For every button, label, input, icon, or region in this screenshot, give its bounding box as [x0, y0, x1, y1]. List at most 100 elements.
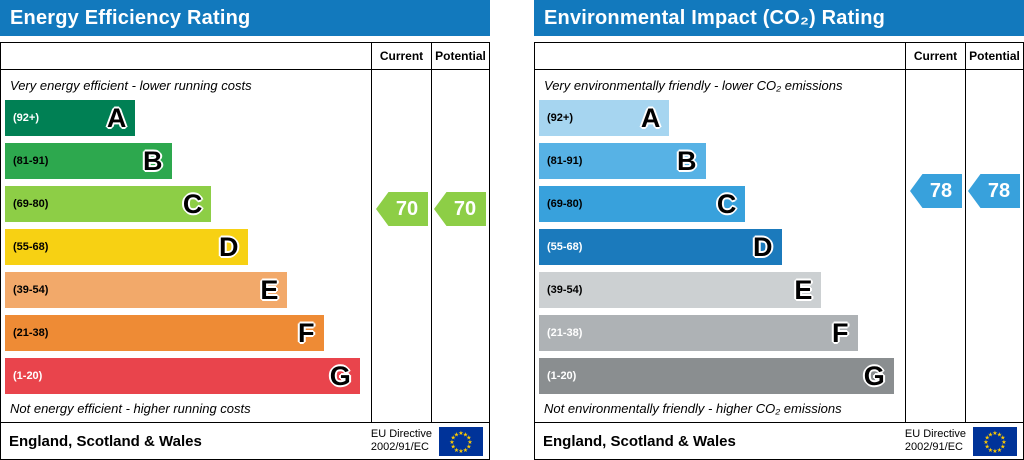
energy-columns-header: Current Potential: [1, 43, 489, 70]
energy-band-d: (55-68) D: [5, 229, 248, 265]
energy-band-d-letter: D: [219, 232, 239, 262]
energy-directive-label: EU Directive 2002/91/EC: [370, 427, 432, 453]
svg-text:★: ★: [466, 434, 471, 441]
co2-region-label: England, Scotland & Wales: [543, 432, 736, 450]
svg-text:★: ★: [985, 443, 990, 450]
svg-text:★: ★: [985, 434, 990, 441]
svg-text:★: ★: [997, 446, 1002, 453]
co2-top-note: Very environmentally friendly - lower CO…: [544, 77, 843, 93]
energy-band-b-range: (81-91): [13, 155, 49, 167]
co2-potential-column-header: Potential: [965, 43, 1023, 69]
co2-band-d-letter: D: [753, 232, 773, 262]
co2-band-f-letter: F: [832, 318, 849, 348]
eu-flag-icon: ★ ★★ ★★★ ★★★ ★★★: [973, 426, 1017, 456]
co2-band-d-range: (55-68): [547, 241, 583, 253]
co2-band-d: (55-68) D: [539, 229, 782, 265]
co2-band-f-range: (21-38): [547, 327, 583, 339]
co2-current-column: 78: [905, 70, 965, 422]
energy-band-g-range: (1-20): [13, 370, 43, 382]
co2-band-e: (39-54) E: [539, 272, 822, 308]
co2-footer: England, Scotland & Wales EU Directive 2…: [535, 422, 1023, 459]
energy-band-g: (1-20) G: [5, 358, 360, 394]
co2-band-a-range: (92+): [547, 112, 573, 124]
energy-current-column-header: Current: [371, 43, 431, 69]
svg-text:★: ★: [992, 448, 997, 455]
energy-band-e-letter: E: [260, 275, 279, 305]
energy-band-c-letter: C: [182, 189, 203, 219]
co2-band-e-letter: E: [794, 275, 813, 305]
svg-text:★: ★: [466, 443, 471, 450]
svg-text:★: ★: [988, 431, 993, 438]
co2-chart-title: Environmental Impact (CO₂) Rating: [544, 6, 886, 29]
energy-band-a: (92+) A: [5, 100, 136, 136]
energy-potential-value: 70: [453, 197, 477, 220]
co2-band-g-letter: G: [863, 361, 885, 391]
energy-current-value: 70: [395, 197, 419, 220]
svg-text:★: ★: [454, 431, 459, 438]
svg-text:★: ★: [451, 443, 456, 450]
energy-band-b: (81-91) B: [5, 143, 172, 179]
energy-footer: England, Scotland & Wales EU Directive 2…: [1, 422, 489, 459]
svg-text:★: ★: [451, 434, 456, 441]
eu-flag-icon: ★ ★★ ★★★ ★★★ ★★★: [439, 426, 483, 456]
energy-band-g-letter: G: [329, 361, 351, 391]
co2-band-c-range: (69-80): [547, 198, 583, 210]
svg-text:★: ★: [463, 446, 468, 453]
co2-band-e-range: (39-54): [547, 284, 583, 296]
energy-columns-spacer: [1, 43, 371, 69]
energy-top-note: Very energy efficient - lower running co…: [10, 77, 252, 93]
co2-columns-header: Current Potential: [535, 43, 1023, 70]
svg-text:★: ★: [1001, 439, 1006, 446]
svg-text:★: ★: [988, 446, 993, 453]
co2-columns-spacer: [535, 43, 905, 69]
energy-title-bar: Energy Efficiency Rating: [0, 0, 490, 36]
svg-text:★: ★: [463, 431, 468, 438]
energy-potential-rating-arrow: 70: [434, 192, 486, 226]
energy-band-a-range: (92+): [13, 112, 39, 124]
svg-text:★: ★: [454, 446, 459, 453]
co2-chart-body: Very environmentally friendly - lower CO…: [535, 70, 1023, 422]
co2-band-a-letter: A: [640, 103, 661, 133]
co2-band-f: (21-38) F: [539, 315, 858, 351]
energy-potential-column: 70: [431, 70, 489, 422]
co2-band-b-range: (81-91): [547, 155, 583, 167]
energy-chart-body: Very energy efficient - lower running co…: [1, 70, 489, 422]
energy-band-f-range: (21-38): [13, 327, 49, 339]
svg-text:★: ★: [467, 439, 472, 446]
energy-band-b-letter: B: [143, 146, 163, 176]
co2-bands-area: Very environmentally friendly - lower CO…: [535, 70, 905, 422]
co2-band-g: (1-20) G: [539, 358, 894, 394]
co2-directive-label: EU Directive 2002/91/EC: [904, 427, 966, 453]
energy-potential-column-header: Potential: [431, 43, 489, 69]
energy-band-e-range: (39-54): [13, 284, 49, 296]
co2-current-column-header: Current: [905, 43, 965, 69]
svg-text:★: ★: [1000, 443, 1005, 450]
energy-current-rating-arrow: 70: [376, 192, 428, 226]
co2-chart-table: Current Potential Very environmentally f…: [534, 42, 1024, 460]
environmental-impact-chart: Environmental Impact (CO₂) Rating Curren…: [534, 0, 1024, 460]
co2-potential-value: 78: [987, 179, 1011, 202]
energy-bands-area: Very energy efficient - lower running co…: [1, 70, 371, 422]
co2-band-c: (69-80) C: [539, 186, 746, 222]
energy-band-e: (39-54) E: [5, 272, 288, 308]
co2-band-c-letter: C: [716, 189, 737, 219]
energy-bottom-note: Not energy efficient - higher running co…: [10, 400, 251, 416]
energy-chart-title: Energy Efficiency Rating: [10, 6, 251, 29]
co2-bottom-note: Not environmentally friendly - higher CO…: [544, 400, 842, 416]
energy-chart-table: Current Potential Very energy efficient …: [0, 42, 490, 460]
energy-band-f: (21-38) F: [5, 315, 324, 351]
svg-text:★: ★: [997, 431, 1002, 438]
energy-current-column: 70: [371, 70, 431, 422]
co2-potential-rating-arrow: 78: [968, 174, 1020, 208]
co2-potential-column: 78: [965, 70, 1023, 422]
co2-current-value: 78: [929, 179, 953, 202]
svg-text:★: ★: [458, 430, 463, 437]
co2-band-b: (81-91) B: [539, 143, 706, 179]
energy-efficiency-chart: Energy Efficiency Rating Current Potenti…: [0, 0, 490, 460]
energy-band-c-range: (69-80): [13, 198, 49, 210]
energy-bands: (92+) A (81-91) B (69-80) C (55-68): [5, 100, 367, 394]
svg-text:★: ★: [458, 448, 463, 455]
co2-bands: (92+) A (81-91) B (69-80) C (55-68): [539, 100, 901, 394]
energy-region-label: England, Scotland & Wales: [9, 432, 202, 450]
